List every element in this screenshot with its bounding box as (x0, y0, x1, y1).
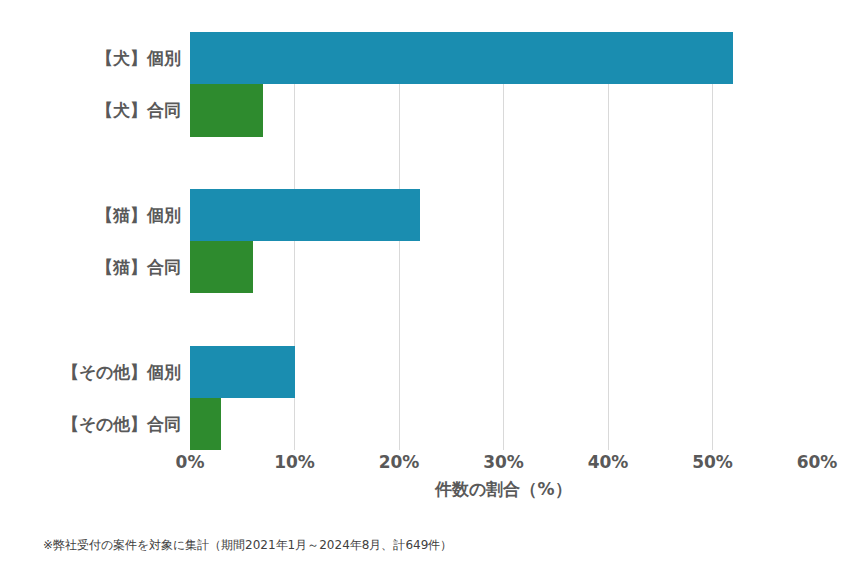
svg-text:件数の割合（%）: 件数の割合（%） (434, 479, 571, 499)
svg-text:※弊社受付の案件を対象に集計（期間2021年1月～2024年: ※弊社受付の案件を対象に集計（期間2021年1月～2024年8月、計649件） (43, 538, 452, 552)
svg-text:【猫】個別: 【猫】個別 (96, 205, 181, 225)
svg-text:40%: 40% (588, 452, 629, 472)
svg-text:50%: 50% (692, 452, 733, 472)
svg-text:【犬】合同: 【犬】合同 (96, 100, 181, 120)
svg-text:30%: 30% (483, 452, 524, 472)
svg-text:60%: 60% (797, 452, 838, 472)
svg-text:【犬】個別: 【犬】個別 (96, 48, 181, 68)
svg-text:10%: 10% (274, 452, 315, 472)
svg-text:【その他】合同: 【その他】合同 (62, 414, 181, 434)
svg-text:【その他】個別: 【その他】個別 (62, 362, 181, 382)
svg-text:0%: 0% (176, 452, 205, 472)
svg-text:20%: 20% (379, 452, 420, 472)
svg-text:【猫】合同: 【猫】合同 (96, 257, 181, 277)
